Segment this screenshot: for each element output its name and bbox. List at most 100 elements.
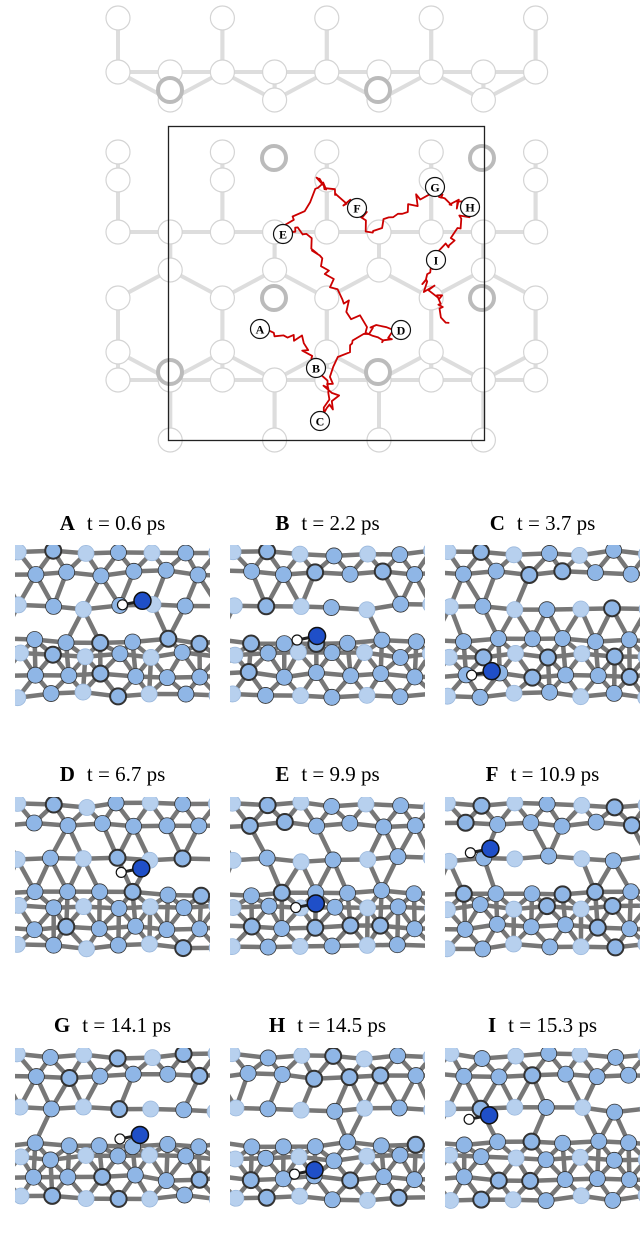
silicon-atom — [160, 887, 176, 903]
lattice-atom — [106, 60, 130, 84]
silicon-atom — [623, 884, 639, 900]
silicon-atom — [425, 686, 441, 702]
panel-time: t = 0.6 ps — [87, 511, 165, 535]
silicon-atom — [110, 937, 126, 953]
panel-letter: C — [490, 511, 505, 535]
lattice-atom — [210, 6, 234, 30]
silicon-atom — [261, 898, 277, 914]
silicon-atom — [308, 665, 324, 681]
silicon-atom — [392, 649, 408, 665]
silicon-atom — [522, 1173, 538, 1189]
silicon-atom — [458, 815, 474, 831]
silicon-atom — [441, 853, 457, 869]
silicon-atom — [27, 667, 43, 683]
silicon-atom — [0, 919, 10, 935]
silicon-atom — [455, 566, 471, 582]
silicon-atom — [373, 1138, 389, 1154]
silicon-atom — [46, 937, 62, 953]
marker-label: D — [397, 324, 406, 338]
silicon-atom — [359, 1192, 375, 1208]
silicon-atom — [373, 666, 389, 682]
silicon-atom — [160, 631, 176, 647]
silicon-atom — [13, 645, 29, 661]
silicon-atom — [209, 545, 225, 561]
lattice-atom — [315, 140, 339, 164]
silicon-atom — [144, 545, 160, 561]
silicon-atom — [190, 567, 206, 583]
bond — [414, 859, 449, 861]
hydrogen-atom — [465, 848, 475, 858]
lattice-atom — [315, 220, 339, 244]
silicon-atom — [211, 886, 227, 902]
silicon-atom — [178, 545, 194, 561]
silicon-atom — [473, 1149, 489, 1165]
silicon-atom — [126, 563, 142, 579]
silicon-atom — [10, 544, 26, 560]
silicon-atom — [408, 1068, 424, 1084]
silicon-atom — [623, 566, 639, 582]
silicon-atom — [43, 686, 59, 702]
silicon-atom — [77, 649, 93, 665]
silicon-atom — [292, 938, 308, 954]
silicon-atom — [243, 636, 259, 652]
silicon-atom — [159, 922, 175, 938]
lattice-atom — [106, 140, 130, 164]
snapshot — [191, 794, 457, 955]
silicon-atom — [141, 936, 157, 952]
silicon-atom — [621, 1067, 637, 1083]
silicon-atom — [61, 1138, 77, 1154]
silicon-atom — [91, 921, 107, 937]
silicon-atom — [258, 598, 274, 614]
silicon-atom — [523, 919, 539, 935]
silicon-atom — [622, 669, 638, 685]
silicon-atom — [141, 1147, 157, 1163]
silicon-atom — [141, 686, 157, 702]
lattice-atom — [315, 60, 339, 84]
silicon-atom — [621, 1172, 637, 1188]
silicon-atom — [506, 901, 522, 917]
silicon-atom — [244, 919, 260, 935]
silicon-atom — [292, 1188, 308, 1204]
lattice-atom — [106, 368, 130, 392]
silicon-atom — [358, 796, 374, 812]
silicon-atom — [192, 921, 208, 937]
silicon-atom — [407, 921, 423, 937]
silicon-atom — [424, 543, 440, 559]
silicon-atom — [539, 898, 555, 914]
snapshot — [406, 795, 642, 957]
silicon-atom — [440, 544, 456, 560]
silicon-atom — [557, 1172, 573, 1188]
silicon-atom — [440, 688, 456, 704]
bond — [0, 807, 1, 825]
panel-time: t = 10.9 ps — [510, 762, 599, 786]
bond — [0, 609, 2, 639]
lattice-atom — [315, 286, 339, 310]
silicon-atom — [125, 634, 141, 650]
silicon-atom — [142, 795, 158, 811]
bond — [215, 1142, 216, 1176]
silicon-atom — [442, 1147, 458, 1163]
silicon-atom — [293, 599, 309, 615]
silicon-atom — [607, 939, 623, 955]
silicon-atom — [224, 1046, 240, 1062]
panel-time: t = 9.9 ps — [301, 762, 379, 786]
silicon-atom — [260, 1101, 276, 1117]
silicon-atom — [211, 649, 227, 665]
silicon-atom — [94, 1169, 110, 1185]
silicon-atom — [224, 939, 240, 955]
silicon-atom — [259, 850, 275, 866]
silicon-atom — [425, 921, 441, 937]
silicon-atom — [42, 1049, 58, 1065]
lattice-atom-highlight — [470, 286, 494, 310]
silicon-atom — [327, 1103, 343, 1119]
panel-letter: H — [269, 1013, 285, 1037]
bond — [0, 1054, 17, 1056]
nitrogen-atom — [481, 1107, 498, 1124]
silicon-atom — [425, 1172, 441, 1188]
marker-label: G — [430, 181, 439, 195]
lattice-atom — [524, 340, 548, 364]
silicon-atom — [342, 918, 358, 934]
silicon-atom — [408, 1137, 424, 1153]
page: {"panels": [ {"letter": "A", "time": "t … — [0, 0, 642, 1238]
